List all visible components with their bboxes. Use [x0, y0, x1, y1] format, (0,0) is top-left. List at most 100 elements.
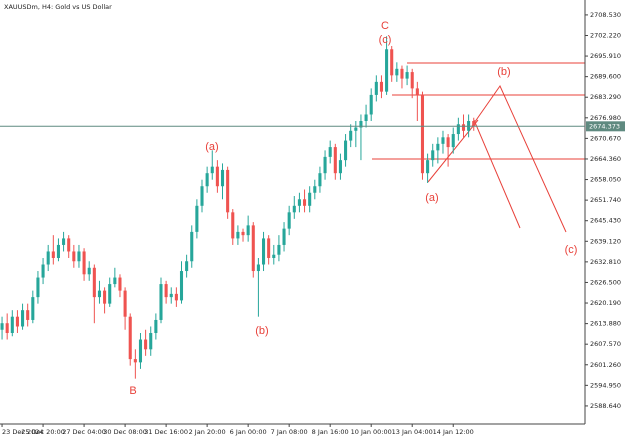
- x-tick-label: 7 Jan 08:00: [271, 428, 308, 436]
- wave-label: C: [381, 20, 389, 32]
- candle-body: [26, 310, 30, 320]
- candle-body: [472, 121, 476, 127]
- candle-body: [179, 271, 184, 301]
- candle-body: [261, 238, 266, 265]
- candle-body: [410, 72, 414, 89]
- y-tick-label: 2708.530: [590, 11, 621, 19]
- candle-body: [159, 284, 163, 320]
- x-tick-label: 2 Jan 20:00: [189, 428, 226, 436]
- candle-body: [303, 199, 307, 206]
- y-tick-label: 2664.360: [590, 155, 621, 163]
- candle-body: [287, 212, 291, 229]
- candle-body: [103, 290, 107, 304]
- candle-body: [133, 359, 137, 363]
- x-tick-label: 8 Jan 16:00: [312, 428, 349, 436]
- y-tick-label: 2594.950: [590, 381, 621, 389]
- x-tick-label: 6 Jan 00:00: [230, 428, 267, 436]
- y-tick-label: 2658.050: [590, 176, 621, 184]
- candle-body: [210, 166, 214, 174]
- candle-body: [144, 339, 148, 350]
- candle-body: [15, 316, 19, 327]
- y-tick-label: 2689.600: [590, 73, 621, 81]
- candle-body: [67, 238, 71, 252]
- wave-label: B: [129, 385, 136, 397]
- candle-body: [436, 143, 440, 151]
- candle-body: [113, 277, 117, 285]
- y-tick-label: 2645.430: [590, 217, 621, 225]
- candle-body: [415, 88, 419, 95]
- y-tick-label: 2670.670: [590, 134, 621, 142]
- candle-body: [379, 81, 383, 92]
- y-tick-label: 2639.120: [590, 237, 621, 245]
- candle-body: [405, 72, 409, 79]
- current-price-box: [586, 121, 625, 132]
- candle-body: [395, 68, 399, 76]
- candle-body: [241, 231, 245, 236]
- candle-body: [236, 231, 240, 239]
- candle-body: [87, 267, 91, 275]
- candle-body: [308, 192, 312, 206]
- candle-body: [426, 160, 430, 174]
- candle-body: [123, 290, 127, 317]
- candle-body: [359, 121, 363, 128]
- candle-body: [200, 186, 204, 206]
- candle-body: [318, 173, 322, 187]
- candle-body: [451, 134, 455, 148]
- x-tick-label: 10 Jan 00:00: [351, 428, 392, 436]
- y-tick-label: 2702.220: [590, 31, 621, 39]
- candle-body: [344, 140, 348, 161]
- candle-body: [446, 137, 450, 148]
- x-tick-label: 31 Dec 16:00: [144, 428, 188, 436]
- wave-label: (b): [255, 325, 268, 337]
- candle-body: [77, 251, 81, 262]
- candles: [0, 36, 476, 379]
- candle-body: [215, 166, 219, 187]
- candle-body: [149, 333, 153, 350]
- x-tick-label: 13 Jan 04:00: [392, 428, 433, 436]
- candle-body: [349, 130, 353, 141]
- y-tick-label: 2620.190: [590, 299, 621, 307]
- candle-body: [385, 49, 389, 92]
- candle-body: [82, 251, 86, 275]
- candle-body: [256, 264, 260, 272]
- candle-body: [174, 293, 178, 301]
- candle-body: [108, 284, 112, 304]
- y-tick-label: 2601.260: [590, 361, 621, 369]
- projection-line: [471, 84, 567, 233]
- candle-body: [118, 277, 122, 291]
- candle-body: [390, 49, 394, 76]
- candle-body: [10, 316, 14, 334]
- candle-body: [36, 277, 40, 298]
- candle-body: [272, 254, 276, 258]
- wave-label: (c): [565, 244, 578, 256]
- x-tick-label: 30 Dec 08:00: [103, 428, 147, 436]
- candle-body: [374, 81, 378, 95]
- candle-body: [431, 150, 435, 161]
- candle-body: [195, 205, 199, 232]
- y-tick-label: 2607.570: [590, 340, 621, 348]
- candle-body: [282, 228, 286, 245]
- candle-body: [400, 68, 404, 79]
- candle-body: [21, 310, 25, 327]
- wave-lines: [372, 62, 585, 233]
- candle-body: [251, 225, 255, 272]
- candle-body: [323, 156, 327, 174]
- candle-body: [313, 186, 317, 193]
- candle-body: [297, 199, 301, 206]
- wave-label: (a): [425, 192, 438, 204]
- y-tick-label: 2632.810: [590, 258, 621, 266]
- candle-body: [333, 147, 337, 174]
- candle-body: [41, 264, 45, 278]
- candle-body: [246, 225, 250, 236]
- candle-body: [46, 251, 50, 265]
- candle-body: [56, 244, 60, 258]
- candle-body: [51, 251, 55, 258]
- candle-body: [138, 339, 143, 363]
- candle-body: [354, 127, 358, 131]
- x-tick-label: 25 Dec 20:00: [21, 428, 65, 436]
- candle-body: [226, 169, 230, 213]
- candle-body: [164, 284, 168, 298]
- current-price-label: 2674.373: [589, 122, 620, 130]
